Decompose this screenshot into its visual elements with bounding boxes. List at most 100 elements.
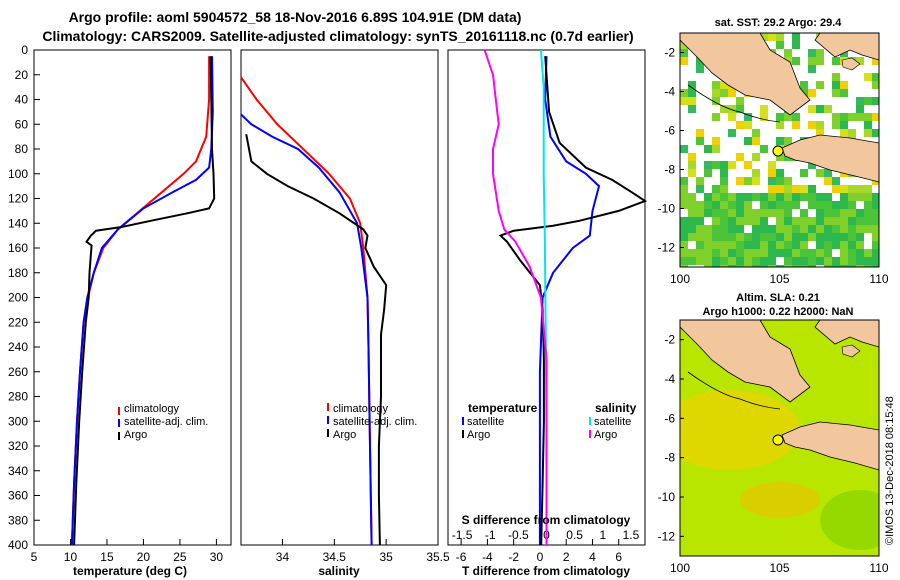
sst-cell (848, 209, 856, 217)
sst-cell (768, 209, 776, 217)
map-y-tick-label: -6 (664, 124, 675, 138)
sst-cell (696, 65, 704, 73)
sst-cell (760, 145, 768, 153)
sst-cell (848, 185, 856, 193)
sst-cell (680, 145, 688, 153)
sst-cell (792, 217, 800, 225)
sumatra-land (680, 320, 811, 403)
sst-cell (696, 129, 704, 137)
sst-cell (712, 185, 720, 193)
sst-cell (744, 209, 752, 217)
sst-cell (848, 225, 856, 233)
sst-cell (728, 89, 736, 97)
sla-map-area (680, 320, 879, 556)
sst-cell (712, 217, 720, 225)
sst-cell (792, 121, 800, 129)
sst-cell (840, 129, 848, 137)
sst-cell (688, 161, 696, 169)
sst-cell (824, 177, 832, 185)
sst-cell (808, 65, 816, 73)
sst-cell (800, 185, 808, 193)
sst-cell (696, 249, 704, 257)
sst-cell (864, 129, 872, 137)
sst-cell (728, 249, 736, 257)
salinity-xlabel: salinity (318, 564, 360, 578)
sst-cell (784, 225, 792, 233)
sst-cell (744, 177, 752, 185)
sst-cell (680, 41, 688, 49)
sst-cell (768, 177, 776, 185)
sst-cell (712, 233, 720, 241)
sst-cell (816, 217, 824, 225)
map-x-tick-label: 110 (869, 272, 888, 286)
sst-cell (752, 225, 760, 233)
sst-cell (832, 225, 840, 233)
sst-cell (816, 169, 824, 177)
sst-cell (744, 257, 752, 265)
sst-cell (800, 233, 808, 241)
sst-cell (680, 225, 688, 233)
sst-cell (744, 113, 752, 121)
sumatra-land (680, 33, 811, 116)
sst-cell (824, 249, 832, 257)
sst-cell (712, 145, 720, 153)
sst-cell (752, 209, 760, 217)
sst-cell (720, 233, 728, 241)
sst-cell (864, 225, 872, 233)
sst-cell (832, 201, 840, 209)
sst-cell (824, 169, 832, 177)
sst-cell (704, 161, 712, 169)
sst-cell (840, 121, 848, 129)
sst-cell (872, 241, 879, 249)
sst-cell (784, 209, 792, 217)
sst-cell (816, 49, 824, 57)
sst-cell (720, 169, 728, 177)
sst-cell (816, 57, 824, 65)
java-land (781, 134, 879, 183)
sst-cell (832, 209, 840, 217)
x-tick-label: 35 (379, 550, 393, 564)
legend-argo-label: Argo (124, 429, 147, 441)
sst-cell (816, 193, 824, 201)
sla-map-panel: Altim. SLA: 0.21 Argo h1000: 0.22 h2000:… (658, 292, 889, 575)
sst-cell (776, 249, 784, 257)
salinity-legend: climatology satellite-adj. clim. Argo (327, 403, 417, 441)
s-tick-label: -0.5 (508, 528, 529, 542)
sst-cell (680, 177, 688, 185)
sst-cell (800, 241, 808, 249)
map-x-tick-label: 110 (869, 561, 888, 575)
sst-cell (712, 161, 720, 169)
map-y-tick-label: -4 (664, 372, 675, 386)
sst-cell (680, 257, 688, 265)
sst-cell (744, 217, 752, 225)
x-tick-label: 20 (137, 550, 151, 564)
sst-cell (768, 225, 776, 233)
sst-cell (792, 249, 800, 257)
sst-cell (760, 249, 768, 257)
sst-cell (752, 257, 760, 265)
sst-cell (696, 57, 704, 65)
sst-cell (816, 241, 824, 249)
x-tick-label: 15 (100, 550, 114, 564)
sst-cell (840, 225, 848, 233)
sst-cell (864, 121, 872, 129)
y-tick-label: 300 (8, 414, 28, 428)
sst-cell (680, 241, 688, 249)
sst-cell (712, 89, 720, 97)
sst-cell (824, 217, 832, 225)
sst-cell (832, 73, 840, 81)
y-tick-label: 100 (8, 167, 28, 181)
sst-cell (704, 257, 712, 265)
sst-cell (688, 105, 696, 113)
sst-cell (824, 193, 832, 201)
x-tick-label: 25 (173, 550, 187, 564)
sst-cell (808, 249, 816, 257)
x-tick-label: 6 (615, 550, 622, 564)
sst-cell (792, 193, 800, 201)
s-tick-label: 1 (599, 528, 606, 542)
sst-cell (856, 217, 864, 225)
y-tick-label: 360 (8, 489, 28, 503)
sst-cell (712, 193, 720, 201)
difference-legend: temperature satellite Argo salinity sate… (462, 401, 637, 441)
sst-cell (720, 185, 728, 193)
